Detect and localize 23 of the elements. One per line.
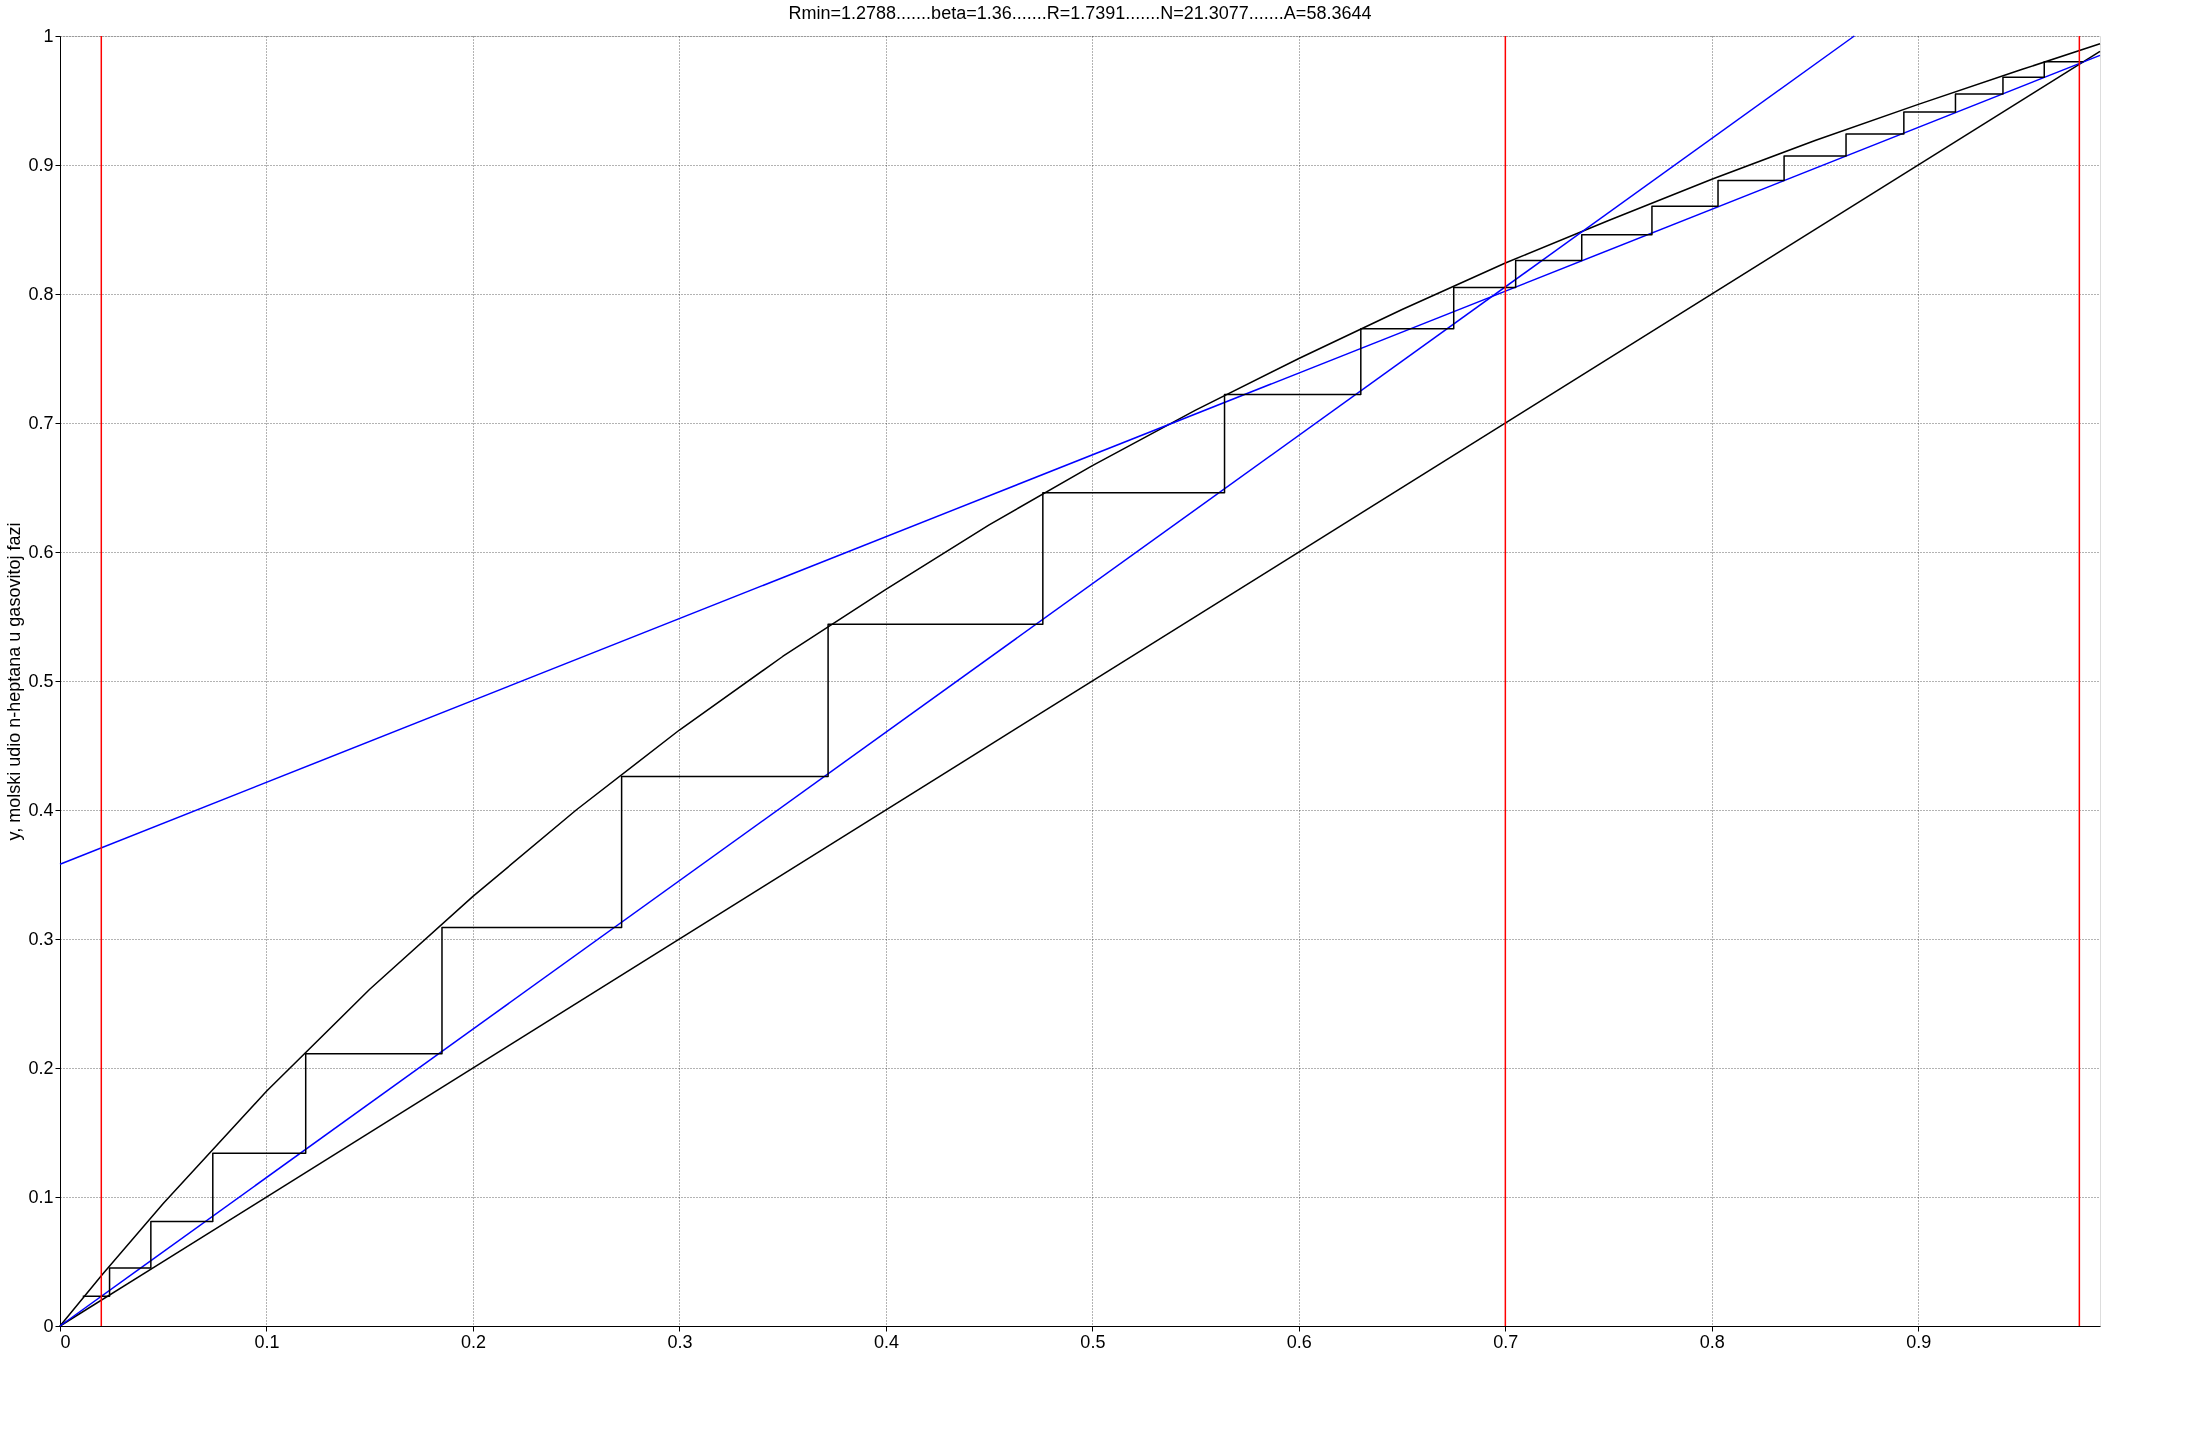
y-tick-label: 0.6 [28,541,54,562]
y-tick-label: 0.3 [28,928,54,949]
x-tick-label: 0.7 [1493,1331,1519,1352]
y-tick-label: 0 [43,1315,54,1336]
y-tick-label: 0.7 [28,412,54,433]
x-tick-label: 0.4 [873,1331,899,1352]
y-tick-label: 1 [43,25,54,46]
x-tick-label: 0.1 [254,1331,280,1352]
x-tick-label: 0.6 [1286,1331,1312,1352]
chart-title: Rmin=1.2788.......beta=1.36.......R=1.7391.......N=21.3077.......A=58.3644 [788,3,1372,23]
y-tick-label: 0.2 [28,1057,54,1078]
y-axis-title: y, molski udio n-heptana u gasovitoj fazi [4,522,25,841]
y-tick-label: 0.4 [28,799,54,820]
x-tick-label: 0.5 [1080,1331,1106,1352]
y-tick-label: 0.8 [28,283,54,304]
x-tick-label: 0.3 [667,1331,693,1352]
y-tick-label: 0.9 [28,154,54,175]
y-tick-label: 0.5 [28,670,54,691]
x-tick-label: 0.2 [460,1331,486,1352]
x-tick-label: 0.9 [1906,1331,1932,1352]
x-tick-label: 0.8 [1699,1331,1725,1352]
y-tick-label: 0.1 [28,1186,54,1207]
x-tick-label: 0 [60,1331,71,1352]
